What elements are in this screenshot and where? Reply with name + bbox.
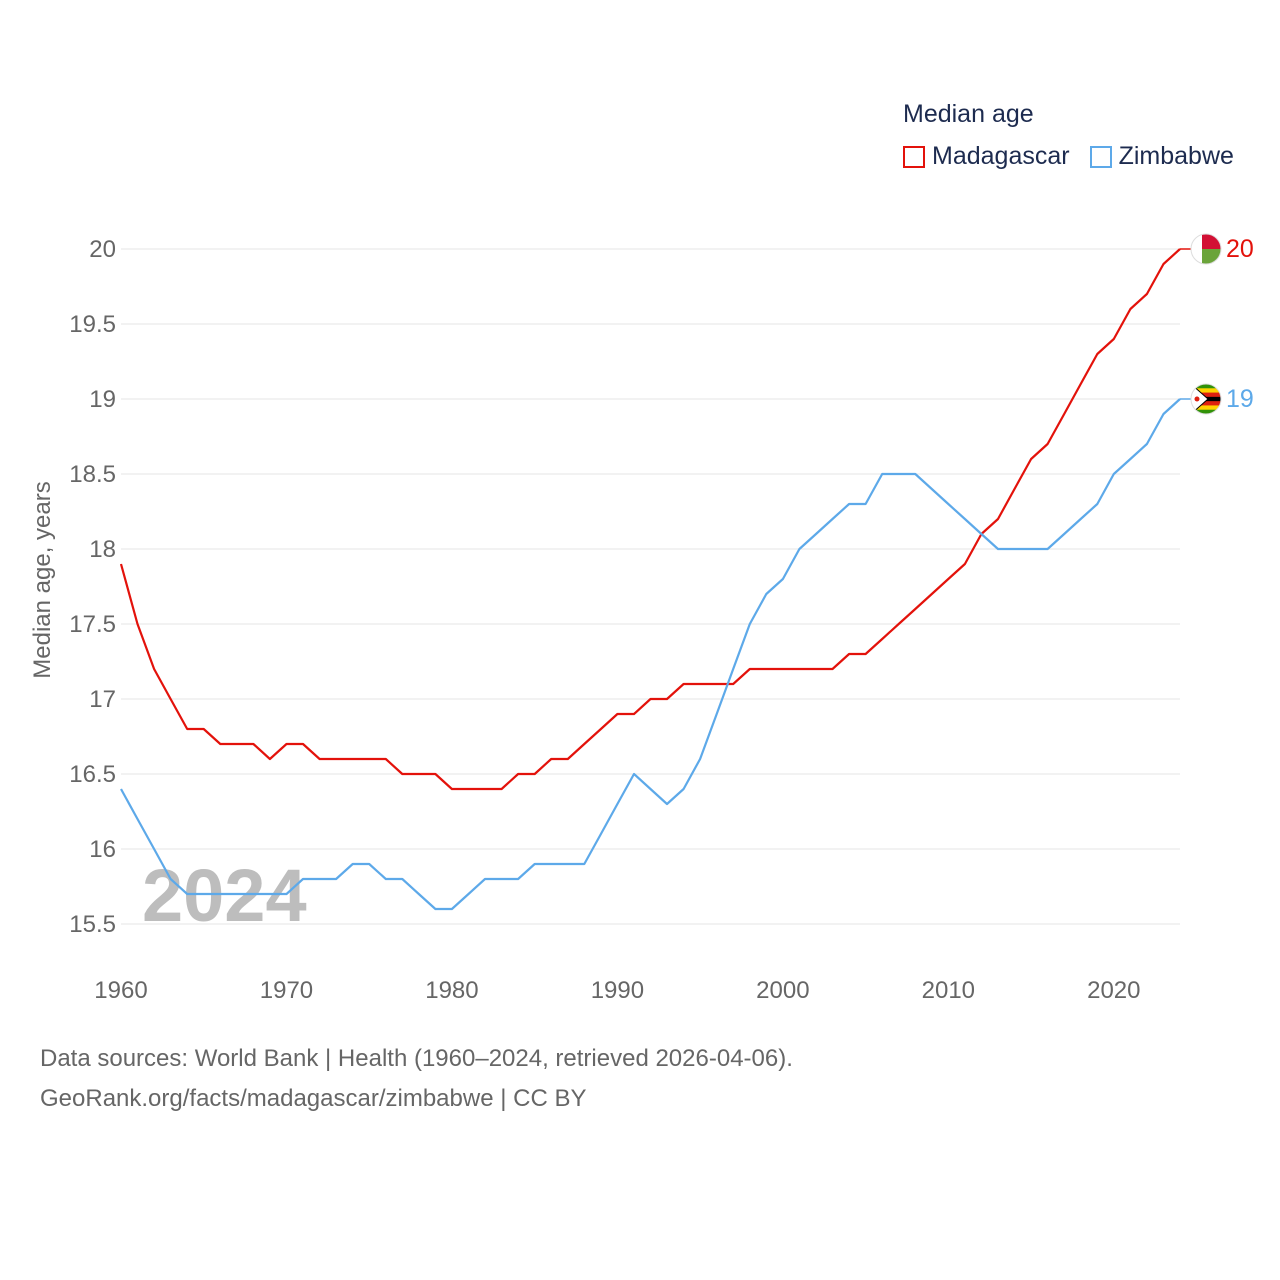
x-tick-label: 1960 [94,977,147,1004]
y-tick-label: 15.5 [69,911,116,938]
gridlines [121,248,1180,925]
y-tick-label: 17 [89,686,116,713]
year-watermark: 2024 [142,854,307,937]
y-tick-label: 18.5 [69,461,116,488]
y-tick-label: 18 [89,536,116,563]
x-tick-label: 1990 [591,977,644,1004]
x-axis-ticks: 1960 1970 1980 1990 2000 2010 2020 [94,977,1140,1004]
y-axis-ticks: 15.5 16 16.5 17 17.5 18 18.5 19 19.5 20 [69,236,116,938]
x-tick-label: 2020 [1087,977,1140,1004]
y-tick-label: 19.5 [69,311,116,338]
x-tick-label: 1970 [260,977,313,1004]
series-lines [119,248,1181,911]
x-tick-label: 2010 [922,977,975,1004]
y-tick-label: 19 [89,386,116,413]
x-tick-label: 1980 [425,977,478,1004]
x-tick-label: 2000 [756,977,809,1004]
legend: Madagascar Zimbabwe [903,142,1254,171]
y-tick-label: 16 [89,836,116,863]
end-label-zimbabwe: 19 [1226,385,1254,413]
legend-title: Median age [903,100,1034,128]
legend-item-madagascar[interactable]: Madagascar [903,142,1070,171]
legend-label-zimbabwe: Zimbabwe [1118,142,1234,170]
legend-item-zimbabwe[interactable]: Zimbabwe [1089,142,1234,171]
y-axis-label: Median age, years [29,481,56,678]
madagascar-flag-icon [1190,233,1222,265]
zimbabwe-flag-icon [1190,383,1222,415]
series-line-madagascar [119,248,1181,791]
end-label-madagascar: 20 [1226,235,1254,263]
y-tick-label: 17.5 [69,611,116,638]
source-line-1: Data sources: World Bank | Health (1960–… [40,1045,793,1072]
y-tick-label: 20 [89,236,116,263]
legend-swatch-zimbabwe [1089,145,1112,168]
y-tick-label: 16.5 [69,761,116,788]
source-line-2[interactable]: GeoRank.org/facts/madagascar/zimbabwe | … [40,1085,587,1112]
legend-swatch-madagascar [903,145,925,168]
series-line-zimbabwe [120,398,1181,911]
legend-label-madagascar: Madagascar [932,142,1070,170]
